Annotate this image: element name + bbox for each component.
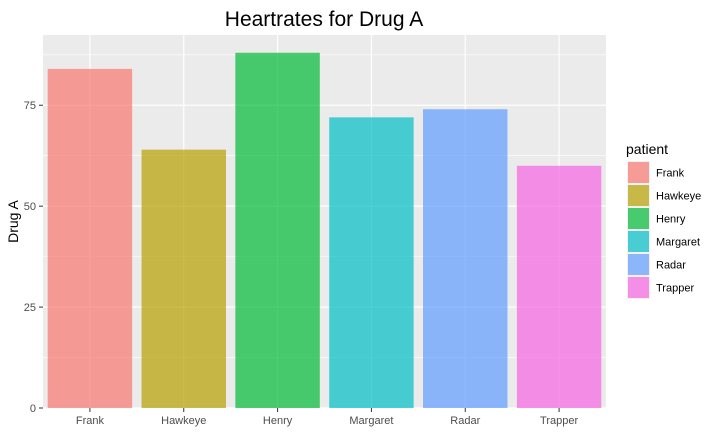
bars bbox=[47, 52, 602, 409]
legend-entry-label: Margaret bbox=[656, 237, 700, 249]
minor-gridlines bbox=[43, 54, 606, 358]
legend-swatch bbox=[628, 231, 649, 252]
legend-swatch bbox=[628, 254, 649, 275]
chart-title: Heartrates for Drug A bbox=[225, 8, 423, 31]
legend-swatch bbox=[628, 277, 649, 298]
y-axis-label: Drug A bbox=[5, 199, 21, 242]
x-tick-label: Frank bbox=[76, 415, 105, 427]
y-tick-label: 75 bbox=[24, 100, 36, 112]
legend-entry-label: Radar bbox=[656, 260, 686, 272]
x-tick-label: Margaret bbox=[349, 415, 393, 427]
y-tick-label: 50 bbox=[24, 201, 36, 213]
bar-trapper bbox=[516, 165, 602, 408]
x-tick-label: Trapper bbox=[540, 415, 578, 427]
legend-swatch bbox=[628, 162, 649, 183]
legend-entry-label: Trapper bbox=[656, 283, 694, 295]
x-tick-label: Hawkeye bbox=[161, 415, 206, 427]
legend-swatch bbox=[628, 185, 649, 206]
legend-title: patient bbox=[626, 141, 668, 157]
legend-entry-label: Frank bbox=[656, 168, 685, 180]
bar-henry bbox=[235, 52, 320, 409]
bar-radar bbox=[423, 109, 508, 409]
plot-panel bbox=[43, 35, 606, 408]
x-tick-label: Radar bbox=[450, 415, 480, 427]
y-tick-label: 25 bbox=[24, 302, 36, 314]
bar-hawkeye bbox=[141, 149, 226, 408]
x-axis: Frank Hawkeye Henry Margaret Radar Trapper bbox=[76, 408, 578, 427]
y-tick-label: 0 bbox=[30, 403, 36, 415]
legend-entry-label: Hawkeye bbox=[656, 191, 701, 203]
legend: patient Frank Hawkeye Henry Margaret Radar Tra… bbox=[626, 141, 701, 299]
y-axis: 0 25 50 75 bbox=[24, 100, 43, 415]
legend-entry-label: Henry bbox=[656, 214, 686, 226]
x-tick-label: Henry bbox=[263, 415, 293, 427]
bar-margaret bbox=[329, 117, 414, 408]
legend-swatch bbox=[628, 208, 649, 229]
bar-frank bbox=[47, 68, 133, 408]
